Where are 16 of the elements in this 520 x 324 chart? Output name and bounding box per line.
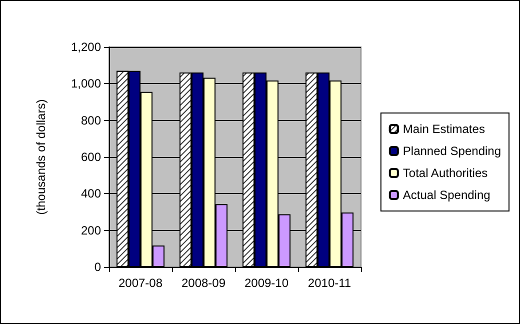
legend-label: Total Authorities bbox=[402, 166, 488, 180]
y-tick-label: 600 bbox=[80, 150, 102, 164]
x-tick-label: 2008-09 bbox=[181, 276, 226, 290]
y-tick-label: 400 bbox=[80, 186, 102, 201]
x-tick-label: 2007-08 bbox=[118, 276, 163, 290]
legend-label: Actual Spending bbox=[402, 188, 490, 202]
y-tick-label: 200 bbox=[80, 223, 102, 238]
y-tick-label: 1,000 bbox=[70, 76, 102, 91]
legend-label: Planned Spending bbox=[402, 144, 502, 158]
y-tick-label: 0 bbox=[94, 260, 102, 274]
x-tick-label: 2010-11 bbox=[308, 276, 352, 290]
x-tick-label: 2009-10 bbox=[244, 276, 289, 290]
y-axis-title: (thousands of dollars) bbox=[34, 99, 48, 215]
y-tick-label: 800 bbox=[80, 113, 102, 128]
y-tick-label: 1,200 bbox=[70, 40, 102, 54]
legend-label: Main Estimates bbox=[402, 122, 485, 136]
